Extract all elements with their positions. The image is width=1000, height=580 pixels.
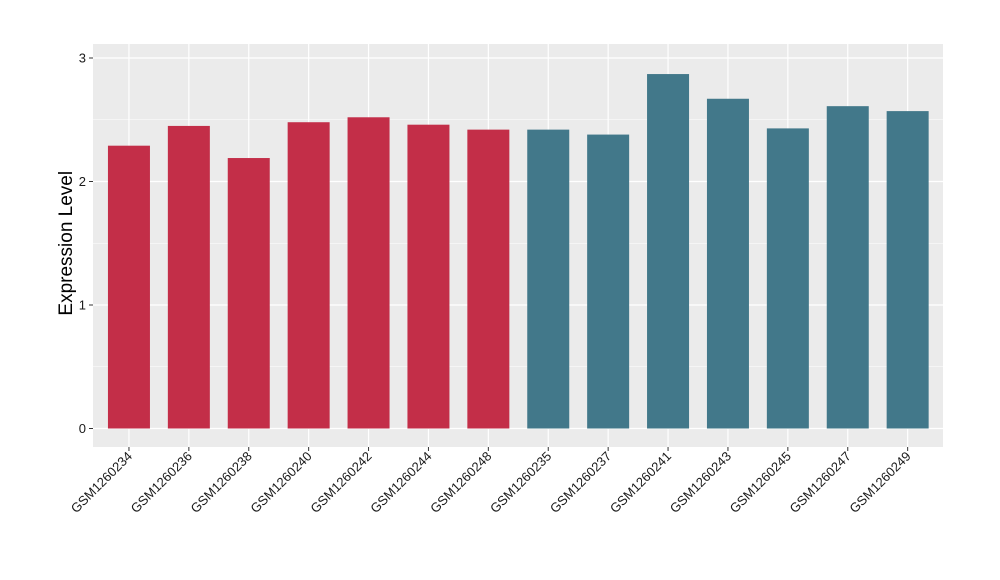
x-tick-label: GSM1260236 bbox=[128, 449, 195, 516]
bar-GSM1260241 bbox=[647, 74, 690, 429]
bar-GSM1260243 bbox=[706, 98, 749, 429]
x-tick-label: GSM1260247 bbox=[787, 449, 854, 516]
bar-GSM1260235 bbox=[527, 129, 570, 429]
x-tick-label: GSM1260238 bbox=[188, 449, 255, 516]
y-tick-label: 3 bbox=[79, 51, 86, 66]
bar-GSM1260249 bbox=[886, 111, 929, 429]
x-tick-label: GSM1260249 bbox=[846, 449, 913, 516]
x-tick-label: GSM1260245 bbox=[727, 449, 794, 516]
bar-GSM1260244 bbox=[407, 124, 450, 429]
bar-GSM1260245 bbox=[766, 128, 809, 429]
bar-GSM1260242 bbox=[347, 117, 390, 429]
y-tick-label: 0 bbox=[79, 421, 86, 436]
bar-GSM1260238 bbox=[227, 158, 270, 429]
x-tick-label: GSM1260240 bbox=[247, 449, 314, 516]
x-tick-label: GSM1260241 bbox=[607, 449, 674, 516]
bar-GSM1260240 bbox=[287, 122, 330, 429]
y-axis-title: Expression Level bbox=[56, 171, 77, 316]
bar-GSM1260248 bbox=[467, 129, 510, 429]
y-tick-label: 2 bbox=[79, 174, 86, 189]
bar-GSM1260237 bbox=[587, 134, 630, 429]
x-tick-label: GSM1260244 bbox=[367, 449, 434, 516]
x-tick-label: GSM1260248 bbox=[427, 449, 494, 516]
bars bbox=[107, 74, 929, 429]
bar-GSM1260247 bbox=[826, 106, 869, 429]
y-axis: 0 1 2 3 bbox=[79, 51, 93, 436]
x-tick-label: GSM1260243 bbox=[667, 449, 734, 516]
bar-GSM1260234 bbox=[107, 145, 150, 429]
y-tick-label: 1 bbox=[79, 298, 86, 313]
bar-GSM1260236 bbox=[167, 125, 210, 429]
plot-panel bbox=[93, 44, 943, 447]
x-tick-label: GSM1260235 bbox=[487, 449, 554, 516]
x-tick-label: GSM1260237 bbox=[547, 449, 614, 516]
x-tick-label: GSM1260242 bbox=[307, 449, 374, 516]
x-axis: GSM1260234GSM1260236GSM1260238GSM1260240… bbox=[68, 447, 914, 516]
x-tick-label: GSM1260234 bbox=[68, 449, 135, 516]
